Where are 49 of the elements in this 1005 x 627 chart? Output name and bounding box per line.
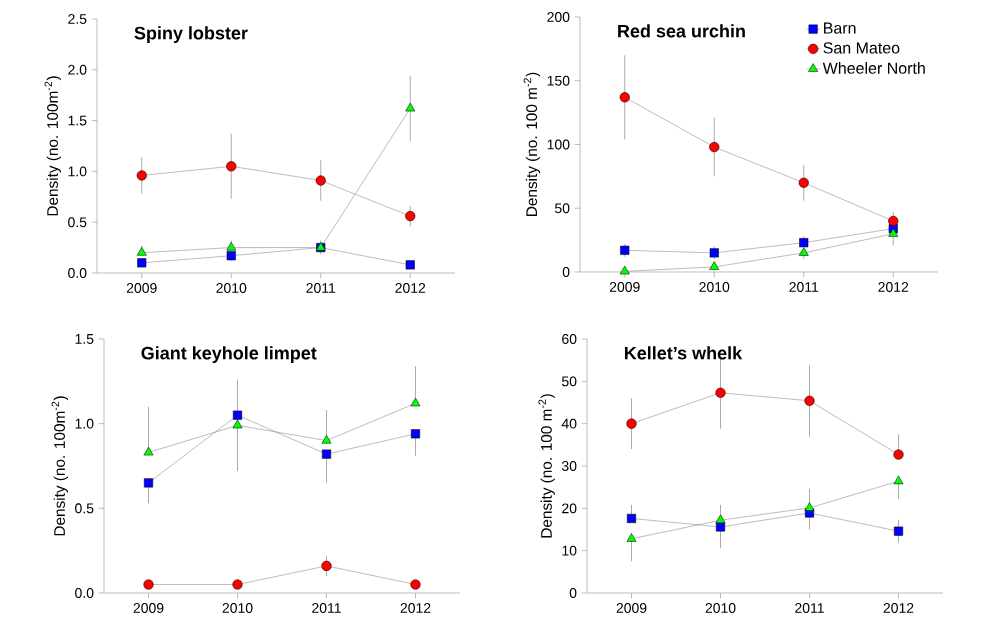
x-tick-label: 2011 — [312, 603, 341, 613]
x-tick-label: 2010 — [705, 603, 736, 613]
chart-title: Red sea urchin — [618, 24, 745, 38]
y-tick-label: 30 — [561, 461, 577, 471]
y-tick-label: 0.5 — [68, 217, 87, 228]
y-tick-label: 1.5 — [68, 115, 87, 126]
y-tick-label: 10 — [562, 545, 577, 556]
x-tick-label: 2009 — [133, 603, 164, 613]
y-tick-label: 0.0 — [75, 588, 94, 598]
x-tick-label: 2010 — [222, 603, 253, 613]
y-tick-label: 0.5 — [75, 503, 94, 514]
y-axis-title: Density (no. 100 m$^{-2}$) — [523, 72, 541, 216]
y-tick-label: 1.5 — [75, 334, 94, 344]
y-tick-label: 2.5 — [68, 14, 87, 24]
y-tick-label: 1.0 — [75, 418, 94, 429]
y-tick-label: 2.0 — [68, 64, 87, 75]
y-tick-label: 20 — [562, 503, 577, 514]
chart-title: Spiny lobster — [134, 26, 248, 44]
y-tick-label: 0.0 — [68, 268, 87, 278]
x-tick-label: 2011 — [306, 283, 336, 293]
y-tick-label: 200 — [547, 12, 570, 22]
x-tick-label: 2009 — [126, 283, 157, 293]
y-tick-label: 40 — [561, 418, 577, 429]
y-tick-label: 50 — [561, 376, 577, 387]
y-tick-label: 150 — [547, 75, 570, 86]
legend-label: San Mateo — [823, 42, 900, 54]
y-tick-label: 60 — [562, 334, 577, 344]
y-tick-label: 0 — [562, 267, 570, 277]
y-tick-label: 50 — [554, 203, 570, 214]
y-axis-title: Density (no. 100m$^{-2}$) — [44, 76, 62, 216]
chart-title: Giant keyhole limpet — [141, 346, 317, 364]
x-tick-label: 2012 — [883, 603, 914, 613]
x-tick-label: 2012 — [400, 603, 431, 613]
x-tick-label: 2010 — [699, 282, 730, 292]
x-tick-label: 2010 — [216, 283, 247, 293]
y-axis-title: Density (no. 100 m$^{-2}$) — [538, 394, 555, 538]
y-tick-label: 0 — [569, 588, 577, 598]
y-tick-label: 100 — [547, 139, 570, 150]
x-tick-label: 2011 — [795, 603, 824, 613]
y-axis-title: Density (no. 100m$^{-2}$) — [51, 396, 69, 536]
chart-title: Kellet’s whelk — [624, 346, 743, 360]
legend-label: Wheeler North — [822, 62, 925, 74]
y-tick-label: 1.0 — [68, 166, 87, 177]
x-tick-label: 2012 — [878, 282, 909, 292]
x-tick-label: 2012 — [395, 283, 426, 293]
x-tick-label: 2009 — [609, 282, 640, 292]
x-tick-label: 2009 — [616, 603, 647, 613]
x-tick-label: 2011 — [789, 282, 819, 292]
legend-label: Barn — [824, 22, 856, 34]
